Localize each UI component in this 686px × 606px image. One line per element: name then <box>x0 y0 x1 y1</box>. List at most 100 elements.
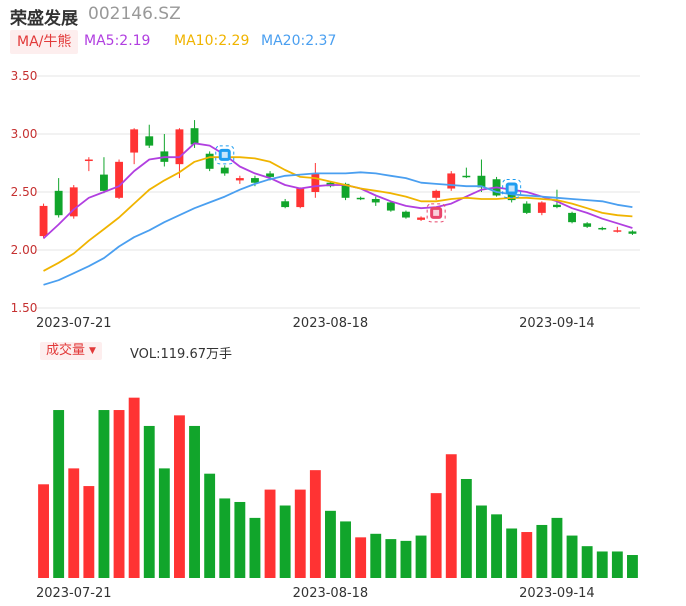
candle-body <box>39 205 48 237</box>
price-x-tick-label: 2023-09-14 <box>519 316 595 331</box>
candle-body <box>628 231 637 234</box>
volume-bar <box>445 454 457 578</box>
candle-body <box>190 128 199 145</box>
candle-body <box>235 178 244 181</box>
volume-indicator-tab[interactable]: 成交量 ▼ <box>40 342 102 360</box>
candle-body <box>447 173 456 189</box>
ma5-line <box>42 142 633 240</box>
volume-bar-chart[interactable]: 2023-07-21 2023-08-18 2023-09-14 <box>0 340 686 606</box>
volume-bar <box>385 539 397 578</box>
candle-body <box>115 161 123 198</box>
volume-bar <box>476 505 487 578</box>
candle-body <box>69 187 78 217</box>
volume-bar <box>234 501 246 578</box>
candle-body <box>522 203 531 213</box>
volume-bar <box>340 521 351 578</box>
candle-body <box>432 190 441 198</box>
stock-code: 002146.SZ <box>88 4 181 24</box>
candle-body <box>54 190 63 216</box>
volume-bar <box>627 555 638 578</box>
candle-body <box>341 183 350 198</box>
volume-x-tick-label: 2023-08-18 <box>293 586 369 601</box>
volume-bar <box>596 551 608 578</box>
volume-bar <box>38 484 49 578</box>
volume-tab-label: 成交量 <box>46 343 86 358</box>
volume-x-tick-label: 2023-09-14 <box>519 586 595 601</box>
volume-bar <box>174 415 185 578</box>
volume-bar <box>98 410 110 578</box>
candle-body <box>296 188 305 208</box>
volume-x-tick-label: 2023-07-21 <box>36 586 112 601</box>
ma10-legend-label: MA10:2.29 <box>174 33 250 49</box>
volume-bar <box>264 489 276 578</box>
candle-body <box>220 167 229 174</box>
volume-bar <box>491 514 502 578</box>
volume-bar <box>279 505 291 578</box>
volume-bar <box>566 535 578 578</box>
volume-bar <box>158 468 170 578</box>
volume-bar <box>128 397 140 578</box>
volume-bar <box>581 546 593 578</box>
candle-body <box>402 211 410 218</box>
ma20-line <box>43 171 633 286</box>
volume-bar <box>521 532 533 578</box>
volume-bar <box>143 425 155 578</box>
ma20-legend-label: MA20:2.37 <box>261 33 337 49</box>
candle-body <box>175 129 184 165</box>
volume-bar <box>460 478 472 578</box>
stock-name: 荣盛发展 <box>10 9 78 29</box>
volume-bar <box>430 493 442 578</box>
price-x-tick-label: 2023-08-18 <box>293 316 369 331</box>
signal-marker-icon[interactable] <box>215 145 235 165</box>
candle-body <box>205 153 214 169</box>
volume-bar <box>83 486 95 578</box>
volume-bar <box>551 517 563 578</box>
volume-bar <box>370 533 382 578</box>
volume-bar <box>400 540 412 578</box>
volume-bar <box>53 410 65 578</box>
candle-body <box>386 202 395 211</box>
candle-body <box>568 212 576 223</box>
buy-signal-icon[interactable] <box>426 203 446 223</box>
candle-body <box>477 175 486 188</box>
volume-bar <box>204 473 216 578</box>
signal-marker-icon[interactable] <box>502 179 522 199</box>
volume-bar <box>249 517 261 578</box>
volume-bar <box>415 535 427 578</box>
candle-body <box>130 129 139 153</box>
candle-body <box>145 136 154 146</box>
candle-body <box>356 197 365 200</box>
candle-body <box>583 223 592 227</box>
volume-bar <box>189 425 200 578</box>
candle-body <box>311 173 320 192</box>
candle-body <box>371 198 380 203</box>
candle-body <box>598 227 607 230</box>
volume-bar <box>219 498 231 578</box>
volume-bar <box>506 528 518 578</box>
ma5-legend-label: MA5:2.19 <box>84 33 151 49</box>
volume-bar <box>294 489 306 578</box>
candle-body <box>613 230 622 232</box>
candle-body <box>462 175 471 178</box>
candle-body <box>537 202 546 213</box>
candle-body <box>266 173 274 177</box>
price-axis-tick-label: 2.00 <box>11 243 38 257</box>
volume-bar <box>536 524 548 578</box>
price-axis-tick-label: 3.50 <box>11 69 38 83</box>
dropdown-caret-icon: ▼ <box>89 346 96 356</box>
volume-bar <box>68 468 80 578</box>
price-axis-tick-label: 1.50 <box>11 301 38 315</box>
candle-body <box>251 178 259 183</box>
price-axis-tick-label: 3.00 <box>11 127 38 141</box>
price-axis-tick-label: 2.50 <box>11 185 38 199</box>
volume-bar <box>611 551 623 578</box>
volume-bar <box>325 510 336 578</box>
ma-indicator-tab[interactable]: MA/牛熊 <box>10 30 79 54</box>
candle-body <box>553 204 561 208</box>
volume-bar <box>309 470 321 578</box>
volume-bar <box>355 537 367 578</box>
candle-body <box>281 201 290 208</box>
price-x-tick-label: 2023-07-21 <box>36 316 112 331</box>
